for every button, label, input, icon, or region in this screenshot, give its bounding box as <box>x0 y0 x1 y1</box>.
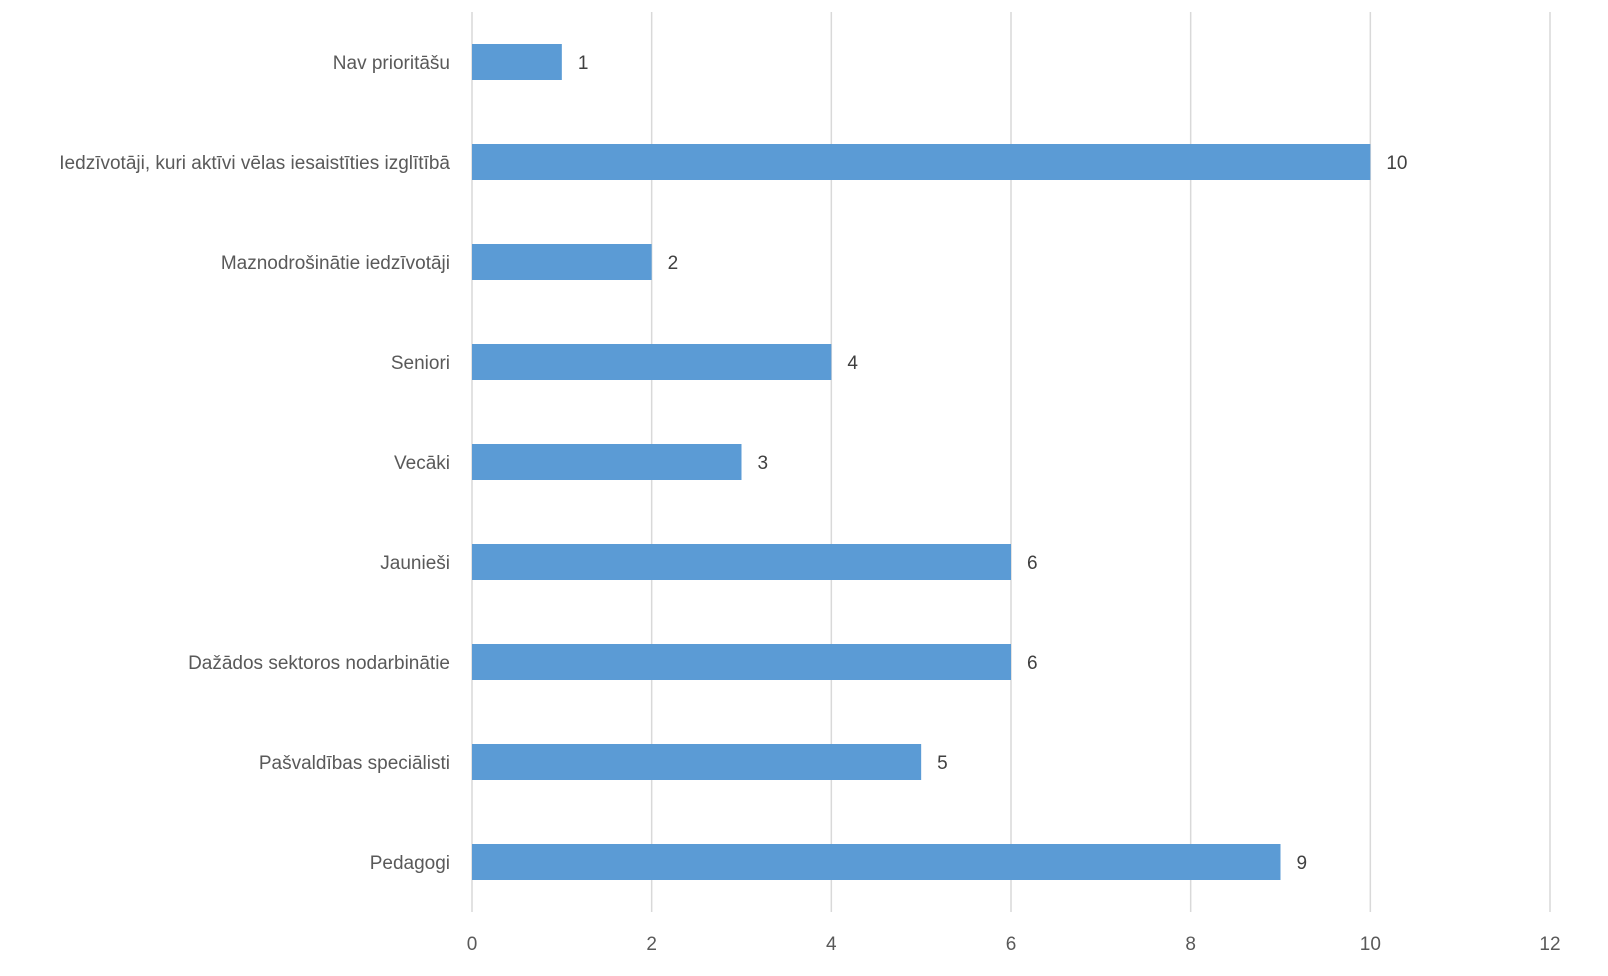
data-label: 1 <box>578 53 589 74</box>
x-tick-label: 12 <box>1539 934 1560 955</box>
x-tick-label: 6 <box>1006 934 1017 955</box>
bars <box>472 44 1371 880</box>
data-label: 10 <box>1386 153 1407 174</box>
x-tick-label: 4 <box>826 934 837 955</box>
category-label: Pedagogi <box>370 853 450 874</box>
category-label: Jaunieši <box>380 553 450 574</box>
data-label: 2 <box>668 253 679 274</box>
data-label: 6 <box>1027 653 1038 674</box>
data-label: 5 <box>937 753 948 774</box>
category-label: Vecāki <box>394 453 450 474</box>
x-tick-label: 10 <box>1360 934 1381 955</box>
category-labels: Nav prioritāšu Iedzīvotāji, kuri aktīvi v… <box>59 53 450 874</box>
x-tick-label: 8 <box>1185 934 1196 955</box>
bar <box>472 44 562 80</box>
category-label: Dažādos sektoros nodarbinātie <box>188 653 450 674</box>
bar <box>472 344 832 380</box>
x-axis-tick-labels: 0 2 4 6 8 10 12 <box>467 934 1561 955</box>
category-label: Seniori <box>391 353 450 374</box>
data-label: 6 <box>1027 553 1038 574</box>
category-label: Nav prioritāšu <box>333 53 450 74</box>
bar <box>472 644 1011 680</box>
bar <box>472 844 1281 880</box>
category-label: Pašvaldības speciālisti <box>259 753 450 774</box>
bar <box>472 744 922 780</box>
data-label: 3 <box>758 453 769 474</box>
bar <box>472 244 652 280</box>
bar <box>472 444 742 480</box>
category-label: Maznodrošinātie iedzīvotāji <box>221 253 450 274</box>
bar <box>472 544 1011 580</box>
bar <box>472 144 1371 180</box>
data-labels: 1 10 2 4 3 6 6 5 9 <box>578 53 1408 874</box>
category-label: Iedzīvotāji, kuri aktīvi vēlas iesaistīt… <box>59 153 450 174</box>
data-label: 9 <box>1297 853 1308 874</box>
data-label: 4 <box>847 353 858 374</box>
x-tick-label: 0 <box>467 934 478 955</box>
x-tick-label: 2 <box>646 934 657 955</box>
